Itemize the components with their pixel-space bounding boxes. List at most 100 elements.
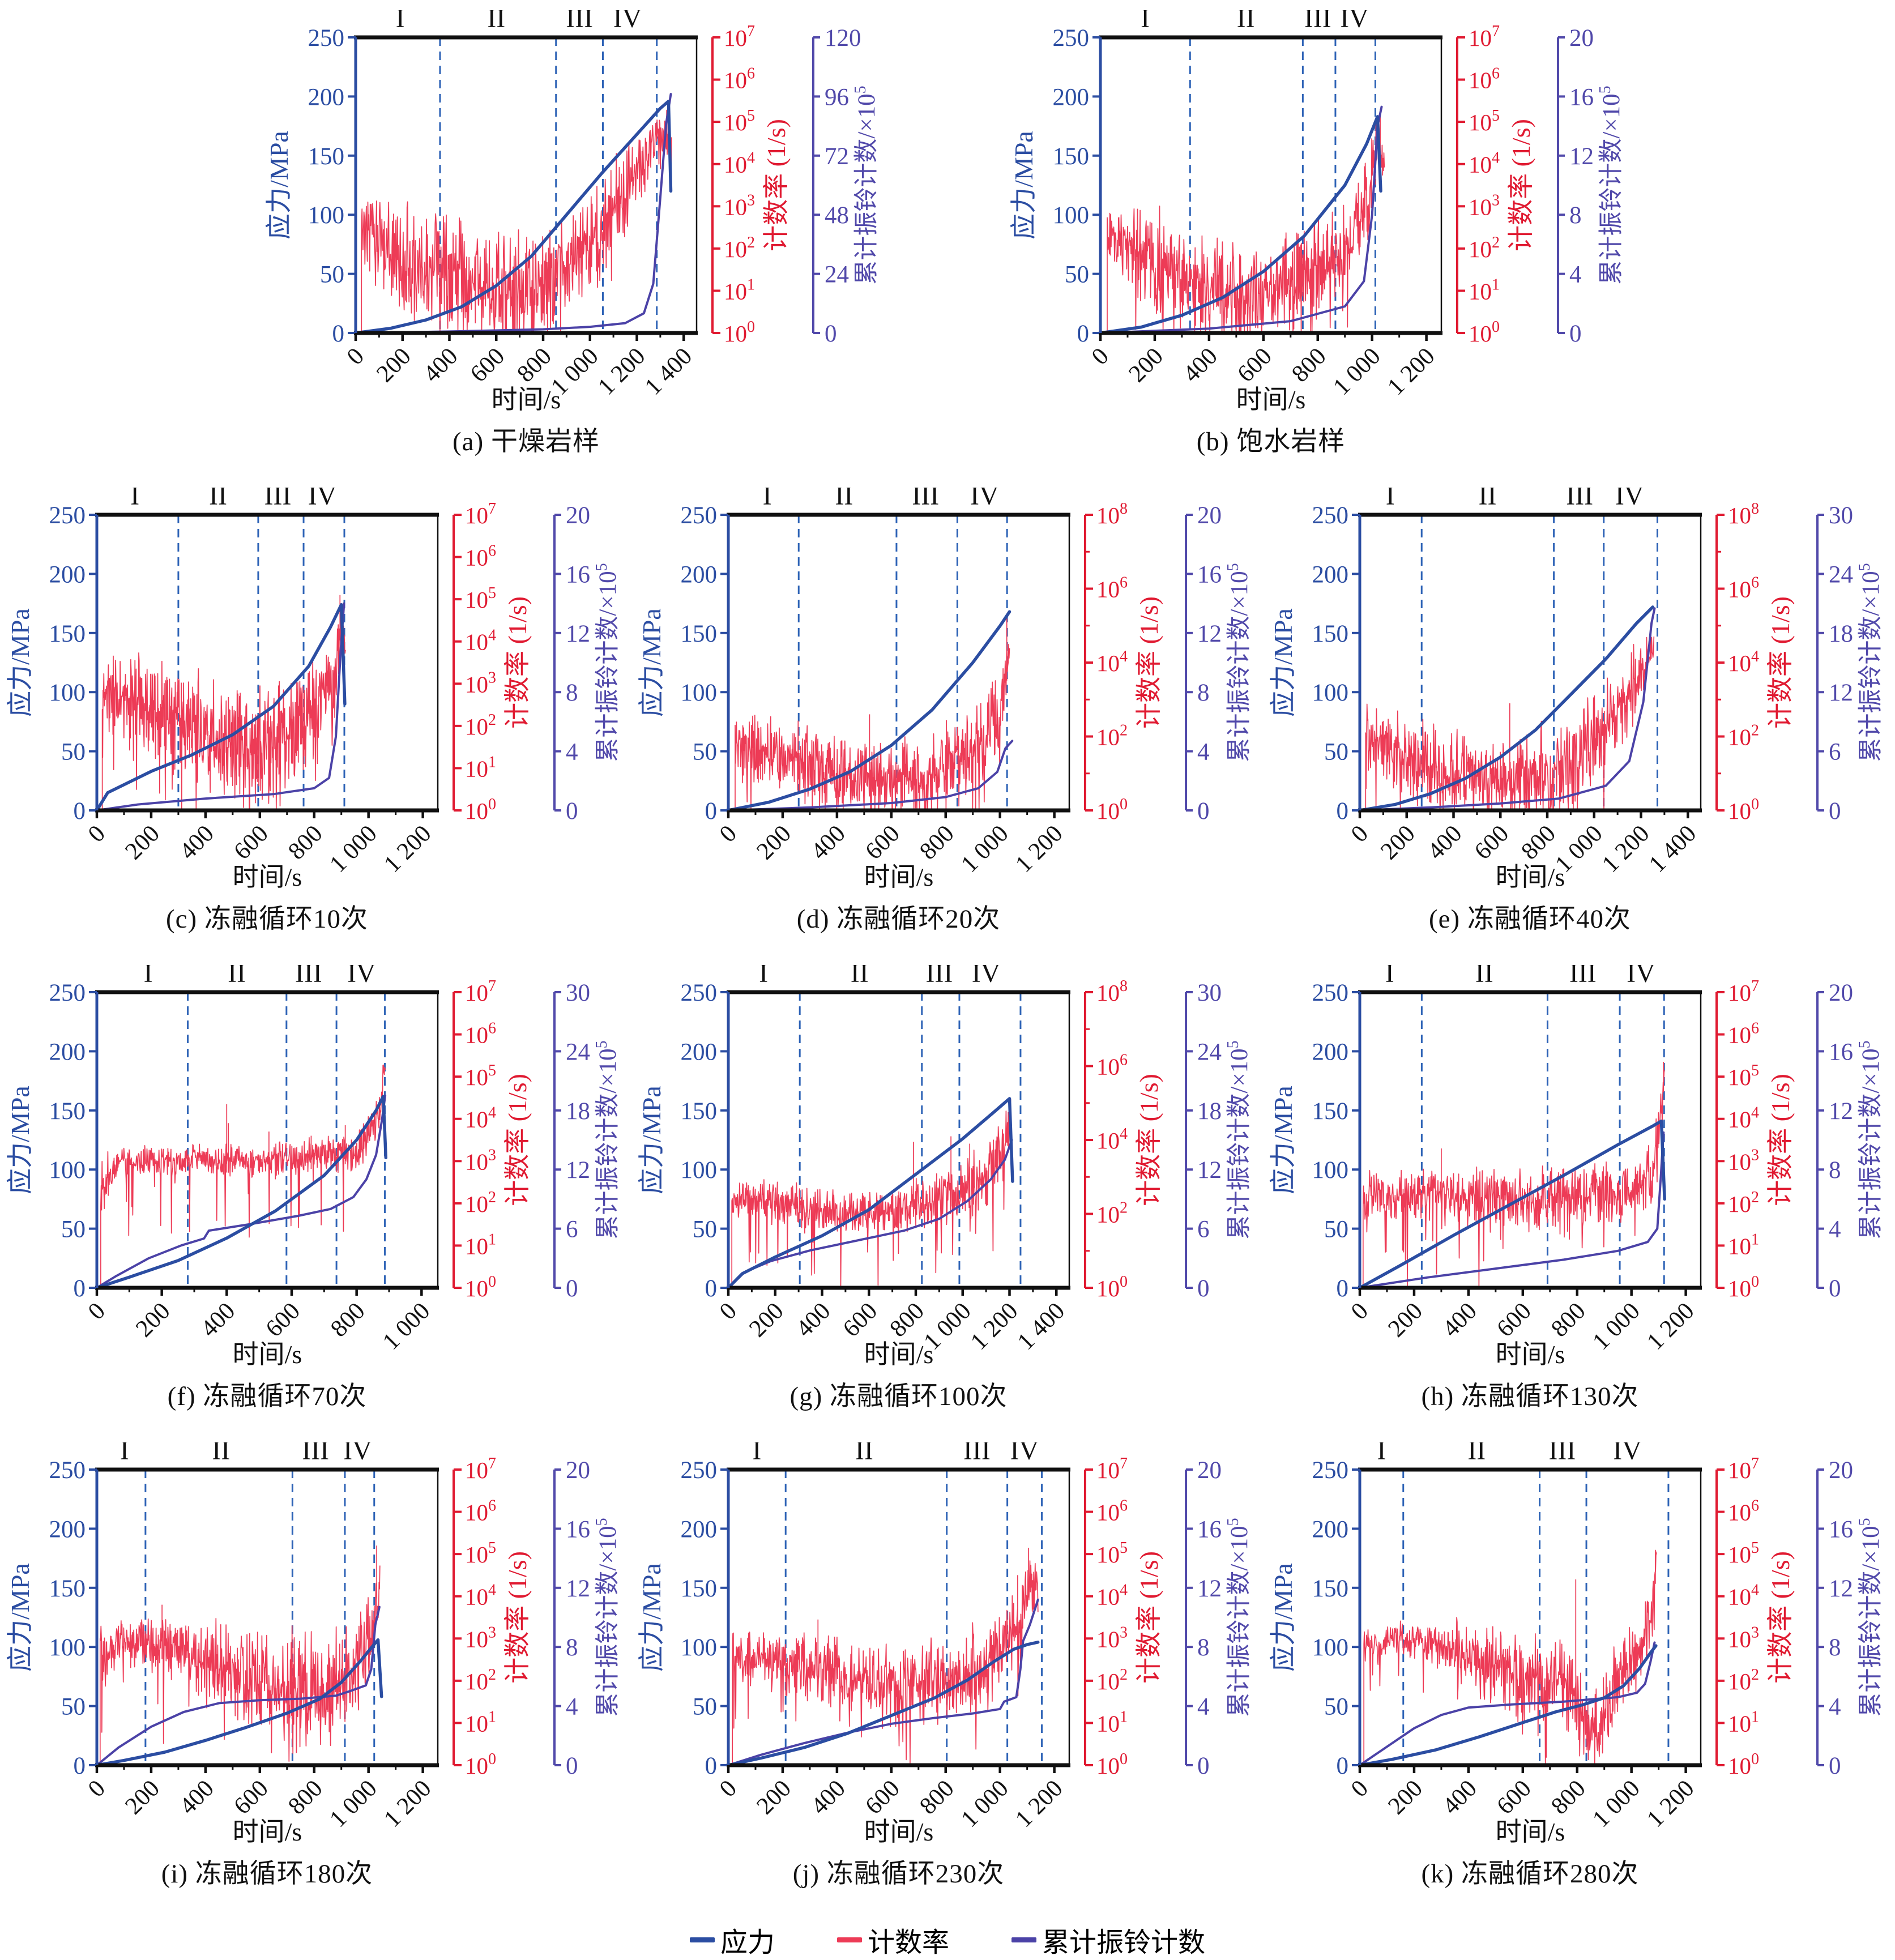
time-tick-label: 200 (130, 1297, 175, 1342)
stress-axis: 0 50 100 150 200 250 应力/MPa (637, 980, 728, 1302)
stress-tick-label: 250 (680, 1457, 717, 1484)
cumulative-tick-label: 24 (566, 1039, 590, 1065)
stress-tick-label: 200 (1312, 1039, 1348, 1065)
stress-tick-label: 50 (1324, 1216, 1348, 1243)
subplot-i-caption: (i) 冻融循环180次 (161, 1859, 373, 1889)
cumulative-tick-label: 12 (566, 1575, 590, 1602)
cumulative-axis: 0 4 8 12 16 20 累计振铃计数/×105 (1816, 1457, 1884, 1779)
legend-item-stress: 应力 (689, 1920, 775, 1959)
time-axis-title: 时间/s (1495, 1340, 1565, 1369)
time-tick-label: 400 (1437, 1775, 1482, 1820)
cumulative-axis-title: 累计振铃计数/×105 (593, 1040, 621, 1239)
cumulative-tick-label: 18 (1829, 621, 1853, 647)
stage-numeral: II (855, 1442, 873, 1466)
time-tick-label: 800 (914, 820, 959, 865)
cumulative-tick-label: 16 (1197, 1516, 1222, 1543)
cumulative-tick-label: 24 (1829, 561, 1853, 588)
cumulative-tick-label: 0 (1829, 1275, 1841, 1302)
cumulative-axis: 0 6 12 18 24 30 累计振铃计数/×105 (1816, 502, 1884, 825)
stage-numerals: I II III IV (1385, 481, 1644, 511)
cumulative-tick-label: 12 (1569, 143, 1594, 170)
subplot-i: I II III IV 0 50 100 150 200 250 应力/MPa 0 200 400 600 8… (1, 1436, 632, 1890)
stress-tick-label: 250 (1312, 1457, 1348, 1484)
stage-numeral: II (228, 965, 246, 988)
count-rate-tick-label: 102 (1096, 1199, 1128, 1228)
time-tick-label: 1 200 (379, 820, 437, 878)
stage-numerals: I II III IV (1385, 958, 1655, 988)
cumulative-axis-title: 累计振铃计数/×105 (1856, 1518, 1884, 1716)
stress-axis-title: 应力/MPa (1269, 1086, 1298, 1194)
cumulative-tick-label: 8 (1569, 202, 1582, 229)
subplot-h-caption: (h) 冻融循环130次 (1421, 1382, 1639, 1411)
stage-numeral: I (1141, 10, 1150, 33)
count-rate-tick-label: 105 (465, 584, 496, 613)
count-rate-tick-label: 106 (1469, 65, 1500, 93)
count-rate-axis-title: 计数率 (1/s) (1506, 119, 1535, 251)
count-rate-tick-label: 102 (1469, 234, 1500, 262)
stage-numeral: III (1548, 1442, 1576, 1466)
cumulative-tick-label: 30 (566, 980, 590, 1006)
stage-numeral: III (912, 488, 939, 511)
stress-axis: 0 50 100 150 200 250 应力/MPa (1269, 502, 1360, 825)
count-rate-tick-label: 105 (1728, 1062, 1759, 1090)
cumulative-tick-label: 12 (566, 621, 590, 647)
stage-numeral: IV (970, 488, 999, 511)
stress-tick-label: 100 (49, 680, 86, 706)
stress-tick-label: 0 (73, 1753, 86, 1779)
stage-numerals: I II III IV (1377, 1436, 1642, 1466)
cumulative-tick-label: 24 (825, 262, 849, 288)
cumulative-tick-label: 16 (1829, 1039, 1853, 1065)
stage-divider-lines (1402, 1470, 1669, 1765)
cumulative-tick-label: 16 (1569, 84, 1594, 110)
count-rate-tick-label: 107 (1728, 1455, 1759, 1483)
cumulative-tick-label: 8 (1197, 1634, 1210, 1661)
subplot-g-caption: (g) 冻融循环100次 (789, 1382, 1008, 1411)
count-rate-curve (1107, 109, 1385, 332)
count-rate-axis-title: 计数率 (1/s) (1766, 1074, 1795, 1206)
subplot-d: I II III IV 0 50 100 150 200 250 应力/MPa 0 200 400 600 8… (632, 481, 1264, 936)
count-rate-curve (731, 1548, 1039, 1763)
cumulative-tick-label: 48 (825, 202, 849, 229)
time-axis-title: 时间/s (864, 1340, 933, 1369)
cumulative-axis: 0 4 8 12 16 20 累计振铃计数/×105 (1816, 980, 1884, 1302)
cumulative-tick-label: 4 (1569, 262, 1582, 288)
time-tick-label: 400 (174, 820, 219, 865)
stage-numeral: I (752, 1442, 761, 1466)
stress-tick-label: 100 (680, 680, 717, 706)
cumulative-axis-title: 累计振铃计数/×105 (852, 86, 880, 284)
time-tick-label: 0 (1087, 343, 1114, 370)
time-tick-label: 200 (1383, 1775, 1428, 1820)
time-tick-label: 1 200 (1642, 1297, 1700, 1355)
cumulative-axis: 0 6 12 18 24 30 累计振铃计数/×105 (1184, 980, 1253, 1302)
stress-tick-label: 50 (693, 1694, 717, 1720)
cumulative-axis: 0 4 8 12 16 20 累计振铃计数/×105 (553, 1457, 621, 1779)
time-tick-label: 400 (195, 1297, 240, 1342)
cumulative-tick-label: 0 (1569, 321, 1582, 347)
stage-divider-lines (144, 1470, 375, 1765)
time-tick-label: 600 (860, 820, 905, 865)
subplot-j: I II III IV 0 50 100 150 200 250 应力/MPa 0 200 400 600 8… (632, 1436, 1264, 1890)
stress-tick-label: 50 (61, 1216, 86, 1243)
count-rate-tick-label: 105 (1096, 1539, 1128, 1568)
legend-label-stress: 应力 (720, 1928, 775, 1958)
count-rate-tick-label: 101 (1096, 1708, 1128, 1736)
count-rate-tick-label: 102 (724, 234, 755, 262)
subplot-e-caption: (e) 冻融循环40次 (1429, 904, 1631, 934)
time-tick-label: 800 (325, 1297, 370, 1342)
stress-tick-label: 0 (1336, 798, 1348, 825)
cumulative-axis-title: 累计振铃计数/×105 (1224, 563, 1253, 762)
stage-numerals: I II III IV (119, 1436, 372, 1466)
stage-numeral: I (130, 488, 139, 511)
stress-tick-label: 100 (1312, 1634, 1348, 1661)
cumulative-tick-label: 20 (566, 502, 590, 529)
count-rate-tick-label: 104 (465, 1582, 496, 1610)
figure-row-1: I II III IV 0 50 100 150 200 250 应力/MPa 0 200 400 600 8… (0, 3, 1895, 458)
stage-numeral: IV (347, 965, 375, 988)
